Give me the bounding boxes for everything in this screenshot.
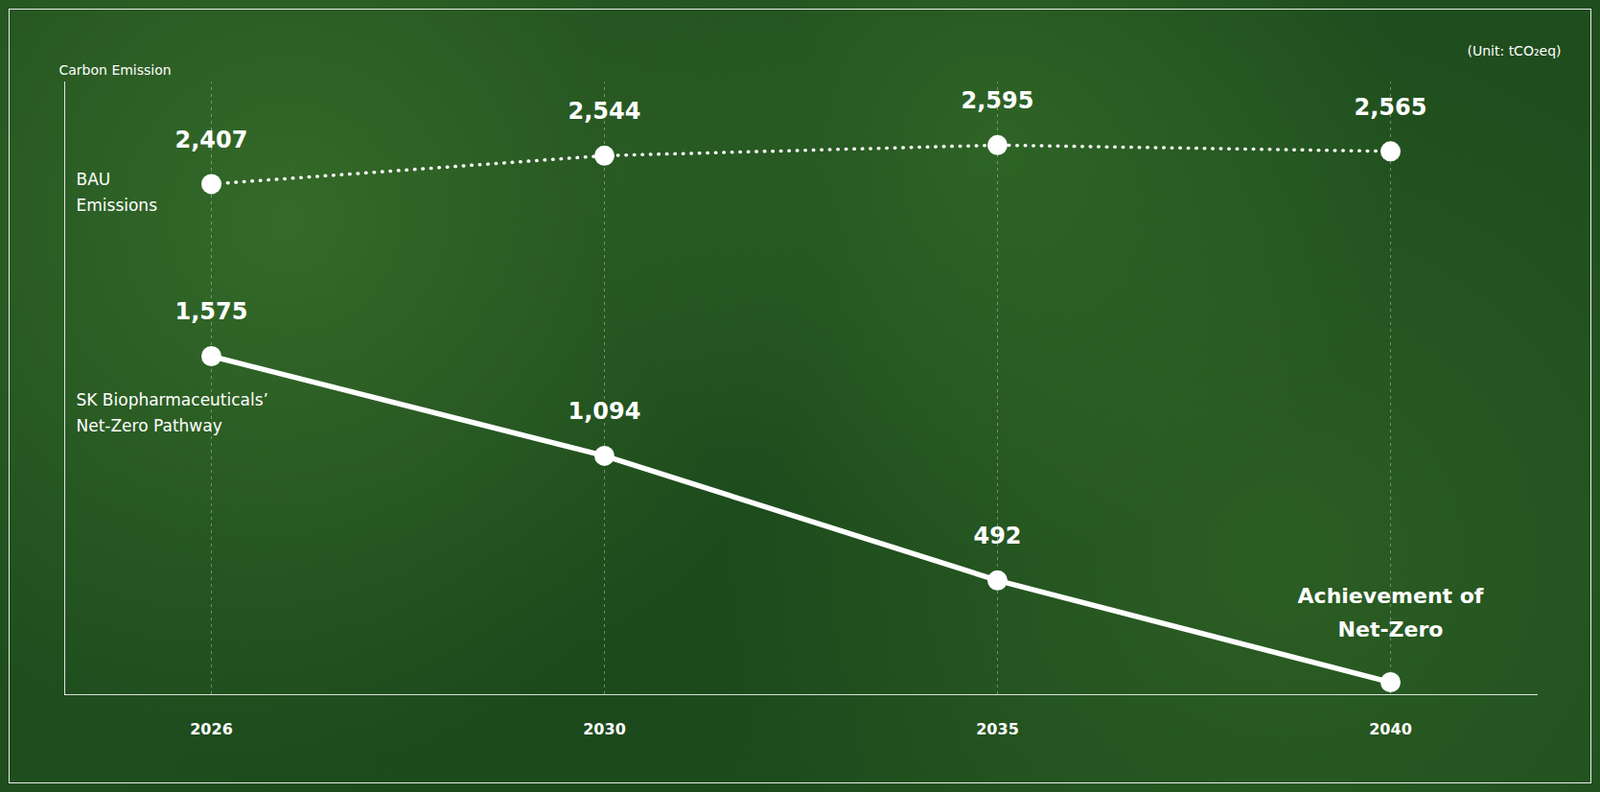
svg-text:2,565: 2,565 (1354, 92, 1428, 120)
svg-text:SK Biopharmaceuticals’Net-Zero: SK Biopharmaceuticals’Net-Zero Pathway (76, 390, 270, 436)
svg-text:492: 492 (973, 522, 1021, 550)
svg-text:2,407: 2,407 (175, 126, 249, 154)
svg-text:2,544: 2,544 (568, 97, 642, 125)
svg-text:1,094: 1,094 (568, 397, 642, 425)
svg-text:2040: 2040 (1368, 719, 1413, 739)
svg-text:2026: 2026 (189, 719, 233, 739)
svg-text:2035: 2035 (975, 719, 1020, 739)
svg-text:2030: 2030 (582, 719, 627, 739)
svg-text:Carbon Emission: Carbon Emission (59, 62, 172, 78)
svg-text:Achievement ofNet-Zero: Achievement ofNet-Zero (1298, 583, 1485, 642)
svg-text:2,595: 2,595 (961, 87, 1035, 115)
svg-text:BAUEmissions: BAUEmissions (76, 169, 159, 215)
svg-text:1,575: 1,575 (175, 298, 249, 325)
svg-text:(Unit: tCO₂eq): (Unit: tCO₂eq) (1467, 43, 1562, 59)
